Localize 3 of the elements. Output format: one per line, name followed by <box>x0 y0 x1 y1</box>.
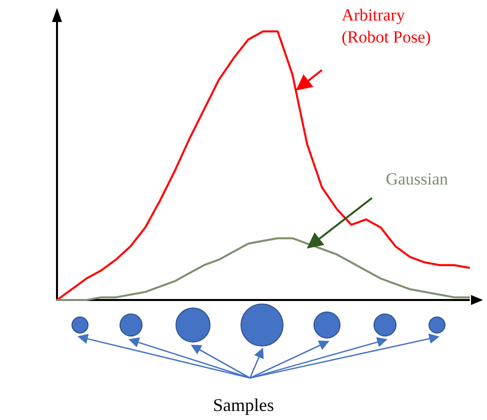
text: Arbitrary (Robot Pose) <box>342 6 431 47</box>
text: Samples <box>213 395 274 415</box>
text: Gaussian <box>386 170 449 189</box>
